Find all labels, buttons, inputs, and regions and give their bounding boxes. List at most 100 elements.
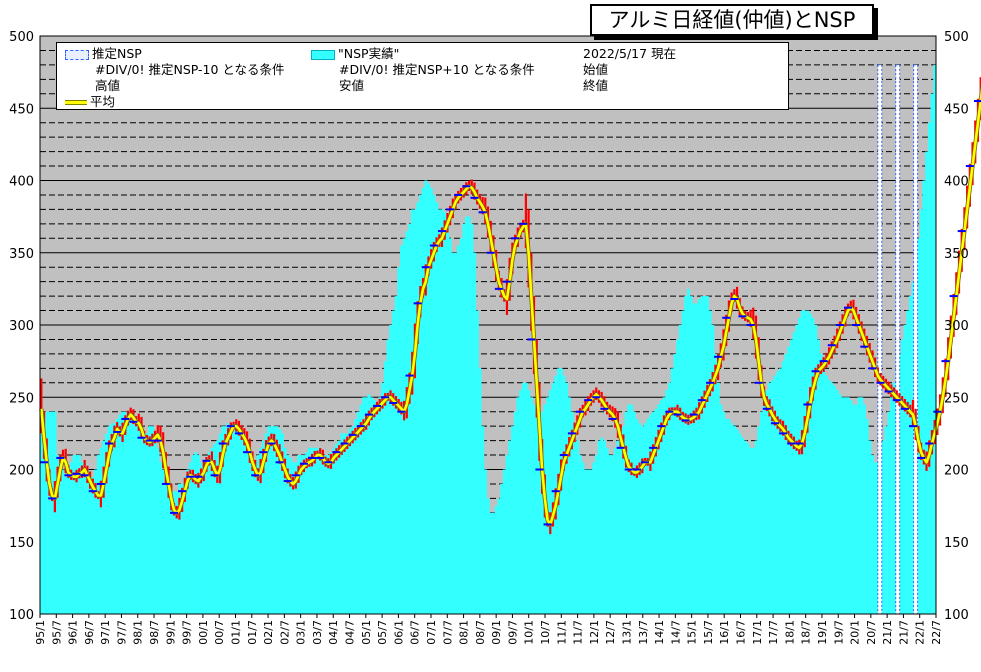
nsp-bar (91, 476, 95, 614)
x-tick-label: 10/1 (523, 620, 536, 645)
nsp-bar (253, 462, 257, 614)
nsp-bar (64, 476, 68, 614)
nsp-bar (781, 361, 785, 615)
nsp-bar (215, 440, 219, 614)
nsp-bar (627, 404, 631, 614)
nsp-bar (481, 426, 485, 614)
nsp-bar (275, 426, 279, 614)
y-tick-label-right: 500 (944, 30, 969, 45)
nsp-bar (289, 457, 293, 614)
nsp-bar (735, 429, 739, 614)
y-tick-label-left: 450 (9, 102, 34, 117)
nsp-bar (102, 440, 106, 614)
nsp-bar (356, 411, 360, 614)
nsp-bar (592, 462, 596, 614)
nsp-bar (649, 414, 653, 614)
x-tick-label: 14/1 (653, 620, 666, 645)
nsp-bar (359, 404, 363, 614)
nsp-bar (72, 455, 76, 614)
x-tick-label: 21/1 (881, 620, 894, 645)
nsp-bar (841, 397, 845, 614)
nsp-bar (259, 447, 263, 614)
x-tick-label: 01/7 (246, 620, 259, 645)
x-tick-label: 04/7 (344, 620, 357, 645)
nsp-bar (99, 447, 103, 614)
nsp-bar (232, 426, 236, 614)
nsp-bar (218, 433, 222, 615)
estimated-nsp-bar (877, 64, 883, 615)
nsp-bar (741, 437, 745, 614)
nsp-bar (662, 397, 666, 614)
nsp-bar (919, 209, 923, 614)
x-tick-label: 13/1 (621, 620, 634, 645)
nsp-bar (129, 411, 133, 614)
legend-div-plus-label: #DIV/0! 推定NSP+10 となる条件 (339, 62, 535, 77)
nsp-bar (454, 252, 458, 614)
nsp-bar (789, 339, 793, 614)
nsp-bar (779, 368, 783, 614)
nsp-bar (586, 469, 590, 614)
legend-high: 高値 (95, 78, 120, 94)
nsp-bar (354, 418, 358, 614)
x-tick-label: 03/7 (311, 620, 324, 645)
nsp-bar (137, 426, 141, 614)
nsp-bar (364, 397, 368, 614)
nsp-bar (722, 411, 726, 614)
nsp-bar (199, 462, 203, 614)
x-tick-label: 20/1 (849, 620, 862, 645)
x-tick-label: 19/1 (816, 620, 829, 645)
nsp-bar (118, 414, 122, 614)
nsp-bar (657, 404, 661, 614)
nsp-bar (142, 433, 146, 615)
nsp-bar (535, 411, 539, 614)
legend-close-label: 終値 (583, 78, 609, 93)
nsp-bar (470, 223, 474, 614)
y-tick-label-left: 150 (9, 536, 34, 551)
nsp-bar (770, 379, 774, 614)
nsp-bar (348, 429, 352, 614)
nsp-bar (743, 440, 747, 614)
y-tick-label-left: 200 (9, 464, 34, 479)
y-tick-label-left: 100 (9, 608, 34, 623)
nsp-bar (197, 455, 201, 614)
nsp-bar (77, 455, 81, 614)
nsp-bar (892, 382, 896, 614)
nsp-bar (418, 194, 422, 614)
nsp-bar (757, 426, 761, 614)
nsp-bar (248, 455, 252, 614)
nsp-bar (548, 390, 552, 614)
nsp-bar (69, 462, 73, 614)
nsp-bar (871, 455, 875, 614)
legend-div-plus: #DIV/0! 推定NSP+10 となる条件 (339, 62, 535, 78)
legend-estimated-nsp-label: 推定NSP (92, 46, 142, 61)
nsp-bar (559, 368, 563, 614)
x-tick-label: 07/1 (425, 620, 438, 645)
nsp-bar (115, 418, 119, 614)
nsp-bar (930, 93, 934, 615)
x-tick-label: 16/7 (735, 620, 748, 645)
nsp-bar (367, 394, 371, 614)
nsp-bar (205, 457, 209, 614)
nsp-bar (286, 455, 290, 614)
nsp-bar (172, 491, 176, 614)
date-label: 2022/5/17 現在 (583, 46, 677, 61)
x-tick-label: 00/1 (197, 620, 210, 645)
legend-div-minus: #DIV/0! 推定NSP-10 となる条件 (95, 62, 285, 78)
nsp-bar (153, 433, 157, 615)
x-tick-label: 98/7 (148, 620, 161, 645)
nsp-bar (686, 288, 690, 615)
nsp-bar (251, 462, 255, 614)
y-tick-label-right: 250 (944, 391, 969, 406)
x-tick-label: 96/7 (83, 620, 96, 645)
x-tick-label: 99/7 (181, 620, 194, 645)
nsp-bar (156, 447, 160, 614)
nsp-bar (83, 462, 87, 614)
nsp-bar (700, 296, 704, 614)
nsp-bar (816, 339, 820, 614)
x-tick-label: 17/7 (767, 620, 780, 645)
legend-open: 始値 (583, 62, 608, 78)
nsp-bar (486, 498, 490, 614)
nsp-bar (684, 296, 688, 614)
nsp-bar (381, 382, 385, 614)
nsp-bar (900, 339, 904, 614)
